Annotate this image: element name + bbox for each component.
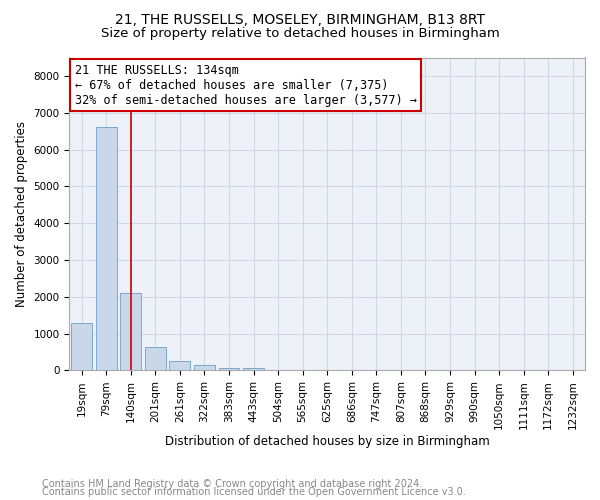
Text: Contains HM Land Registry data © Crown copyright and database right 2024.: Contains HM Land Registry data © Crown c… — [42, 479, 422, 489]
X-axis label: Distribution of detached houses by size in Birmingham: Distribution of detached houses by size … — [165, 434, 490, 448]
Bar — [194, 365, 215, 370]
Bar — [218, 368, 239, 370]
Y-axis label: Number of detached properties: Number of detached properties — [15, 121, 28, 307]
Bar — [169, 360, 190, 370]
Text: 21, THE RUSSELLS, MOSELEY, BIRMINGHAM, B13 8RT: 21, THE RUSSELLS, MOSELEY, BIRMINGHAM, B… — [115, 12, 485, 26]
Bar — [121, 293, 141, 370]
Bar — [96, 128, 116, 370]
Text: Size of property relative to detached houses in Birmingham: Size of property relative to detached ho… — [101, 28, 499, 40]
Text: 21 THE RUSSELLS: 134sqm
← 67% of detached houses are smaller (7,375)
32% of semi: 21 THE RUSSELLS: 134sqm ← 67% of detache… — [74, 64, 416, 107]
Bar — [145, 346, 166, 370]
Bar — [243, 368, 264, 370]
Text: Contains public sector information licensed under the Open Government Licence v3: Contains public sector information licen… — [42, 487, 466, 497]
Bar — [71, 322, 92, 370]
